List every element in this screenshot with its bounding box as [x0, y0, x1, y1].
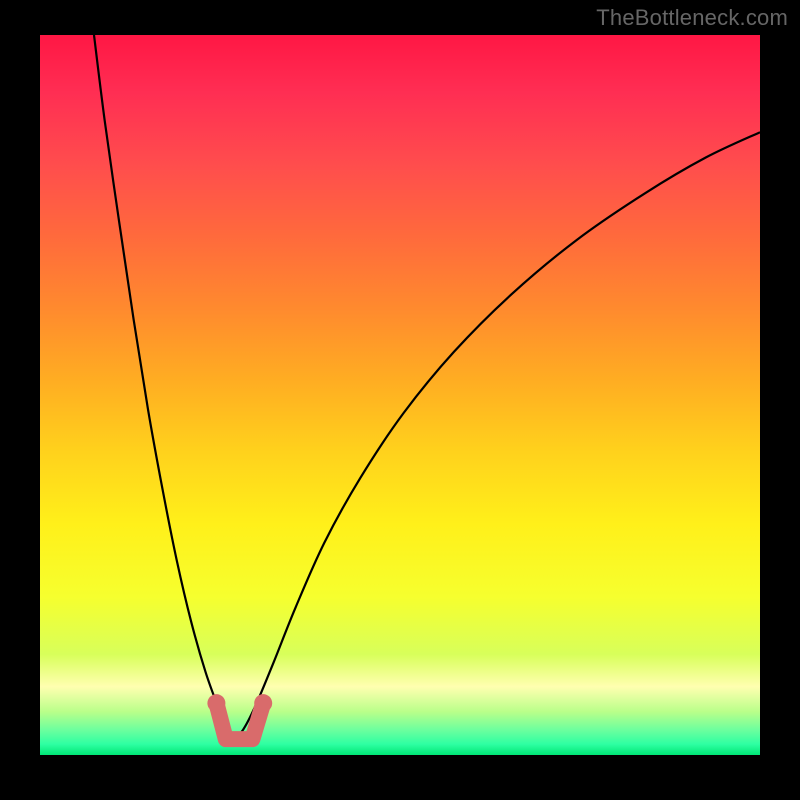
plot-gradient-background — [40, 35, 760, 755]
chart-stage: TheBottleneck.com — [0, 0, 800, 800]
watermark-text: TheBottleneck.com — [596, 5, 788, 31]
bottleneck-chart — [0, 0, 800, 800]
marker-dot — [207, 694, 225, 712]
marker-dot — [254, 694, 272, 712]
